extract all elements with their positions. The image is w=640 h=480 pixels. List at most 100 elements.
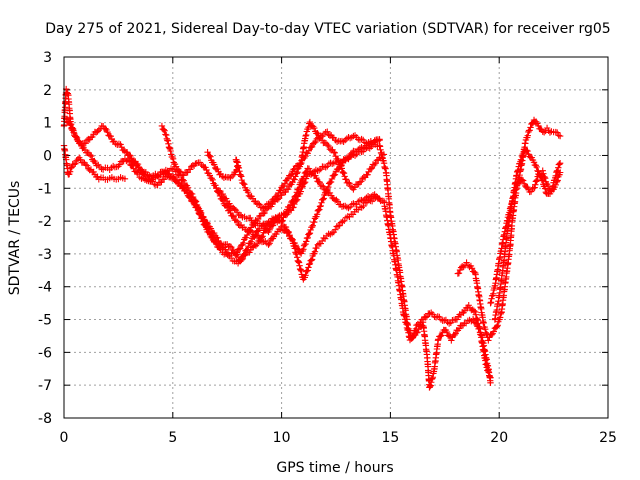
data-point <box>488 331 495 339</box>
data-point <box>453 316 461 323</box>
x-tick-label: 15 <box>381 430 399 446</box>
data-point <box>200 213 207 220</box>
data-point <box>291 166 298 173</box>
data-point <box>524 132 531 139</box>
data-point <box>123 157 130 165</box>
data-point <box>70 127 77 134</box>
data-point <box>243 231 251 239</box>
data-point <box>226 242 234 250</box>
data-point <box>206 152 213 159</box>
data-point <box>308 223 316 231</box>
data-point <box>344 154 352 162</box>
y-axis-label: SDTVAR / TECUs <box>7 181 23 296</box>
data-point <box>288 171 295 178</box>
data-point <box>539 128 546 135</box>
data-point <box>334 155 341 163</box>
data-point <box>281 180 289 188</box>
data-point <box>180 177 187 184</box>
data-point <box>496 314 504 321</box>
series-trace-2 <box>60 142 129 183</box>
data-point <box>555 132 562 139</box>
data-point <box>261 222 268 230</box>
data-point <box>138 166 145 173</box>
y-tick-label: -1 <box>38 181 52 197</box>
data-point <box>336 222 343 229</box>
data-point <box>292 242 299 249</box>
data-point <box>261 209 268 217</box>
data-point <box>541 173 548 181</box>
data-point <box>82 161 89 168</box>
data-point <box>295 258 302 265</box>
data-point <box>448 337 455 344</box>
data-point <box>287 202 294 209</box>
data-point <box>226 200 233 207</box>
y-tick-label: -8 <box>38 411 52 427</box>
x-tick-labels: 0 5 10 15 20 25 <box>60 430 617 446</box>
data-point <box>332 226 339 233</box>
x-tick-label: 25 <box>599 430 617 446</box>
x-axis-label: GPS time / hours <box>276 460 393 476</box>
data-point <box>532 181 539 188</box>
data-point <box>494 322 501 329</box>
data-point <box>542 188 550 196</box>
data-point <box>208 175 215 182</box>
data-point <box>472 308 479 316</box>
data-point <box>95 126 103 134</box>
x-tick-label: 0 <box>60 430 69 446</box>
data-point <box>177 168 184 176</box>
data-point <box>304 267 311 274</box>
data-point <box>238 173 245 180</box>
data-point <box>408 335 415 342</box>
data-point <box>266 200 274 208</box>
data-point <box>182 187 190 195</box>
data-point <box>406 336 414 344</box>
data-point <box>318 199 325 206</box>
data-point <box>104 128 111 136</box>
data-point <box>553 178 561 185</box>
data-point <box>331 171 339 178</box>
data-point <box>70 161 78 168</box>
data-point <box>325 142 332 150</box>
data-point <box>455 325 463 332</box>
data-point <box>556 132 564 140</box>
data-point <box>517 156 525 163</box>
data-point <box>554 177 561 184</box>
data-point <box>249 195 257 202</box>
data-point <box>188 190 196 198</box>
data-point <box>482 361 490 368</box>
data-point <box>214 234 221 242</box>
data-point <box>235 164 243 172</box>
data-point <box>297 159 305 167</box>
data-point <box>523 147 530 154</box>
data-point <box>295 184 303 192</box>
data-point <box>554 129 561 136</box>
data-point <box>193 203 200 211</box>
data-point <box>303 268 310 275</box>
data-point <box>294 254 301 261</box>
data-point <box>536 172 544 180</box>
data-point <box>306 260 314 267</box>
data-point <box>469 316 477 323</box>
data-point <box>304 234 311 242</box>
data-point <box>243 246 250 254</box>
data-point <box>288 235 295 242</box>
data-point <box>459 263 466 270</box>
data-point <box>319 196 327 203</box>
data-point <box>470 307 478 314</box>
data-point <box>320 183 327 190</box>
data-point <box>286 203 293 211</box>
data-point <box>290 197 297 205</box>
data-point <box>472 311 480 318</box>
data-point <box>535 168 542 175</box>
y-tick-label: -6 <box>38 345 52 361</box>
data-point <box>172 163 180 170</box>
data-point <box>274 192 281 200</box>
data-point <box>207 153 214 160</box>
data-point <box>346 153 353 161</box>
data-point <box>266 240 273 247</box>
data-point <box>376 195 383 203</box>
data-point <box>438 332 445 339</box>
data-point <box>204 148 211 156</box>
data-point <box>302 272 309 279</box>
